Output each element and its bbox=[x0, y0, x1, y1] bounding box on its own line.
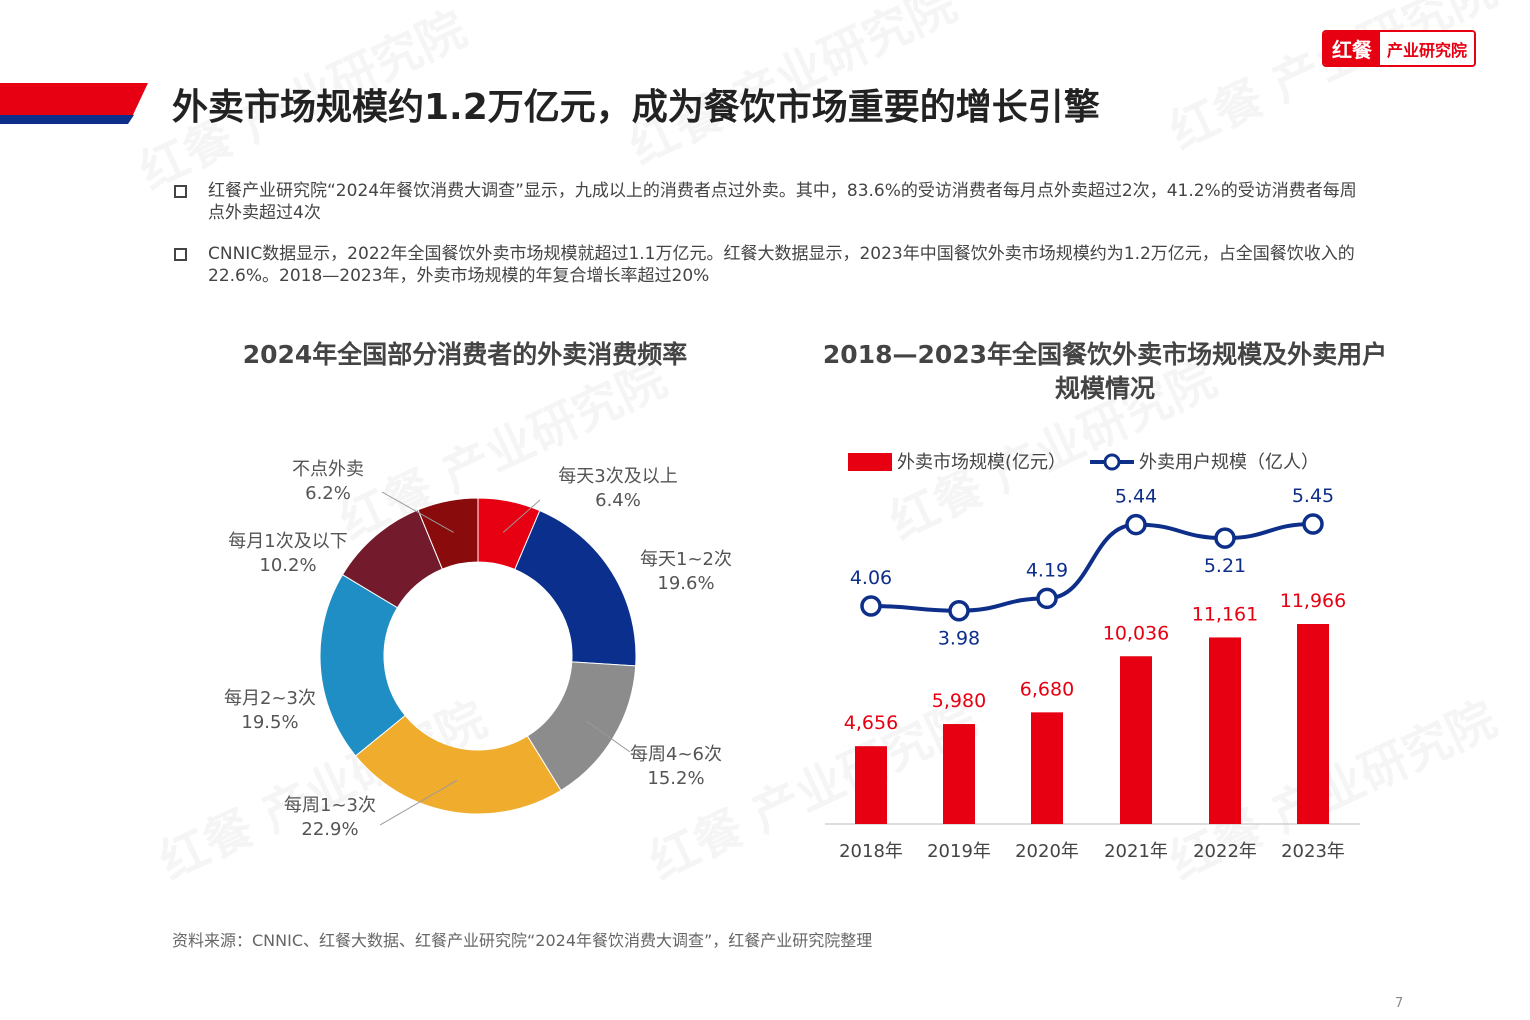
x-tick-label: 2022年 bbox=[1193, 841, 1257, 862]
line-point bbox=[860, 595, 882, 617]
slice-label: 每周4~6次 bbox=[630, 744, 722, 765]
slice-label: 每天1~2次 bbox=[640, 549, 732, 570]
bullet-text: CNNIC数据显示，2022年全国餐饮外卖市场规模就超过1.1万亿元。红餐大数据… bbox=[208, 244, 1355, 286]
line-value-label: 5.45 bbox=[1292, 485, 1334, 507]
user-scale-line bbox=[870, 521, 1314, 613]
donut-slice bbox=[514, 509, 637, 667]
legend-bar-label: 外卖市场规模(亿元） bbox=[897, 452, 1066, 473]
x-tick-label: 2020年 bbox=[1015, 841, 1079, 862]
line-point bbox=[1302, 513, 1324, 535]
line-value-label: 3.98 bbox=[938, 628, 980, 650]
leader-line bbox=[585, 720, 631, 753]
combo-chart-title: 2018—2023年全国餐饮外卖市场规模及外卖用户规模情况 bbox=[822, 340, 1388, 403]
x-tick-label: 2021年 bbox=[1104, 841, 1168, 862]
line-value-label: 4.19 bbox=[1026, 559, 1068, 581]
donut-chart: 每天3次及以上 6.4% 每天1~2次 19.6% 每周4~6次 15.2% 每周1~3次 2… bbox=[224, 459, 732, 840]
slice-value-label: 15.2% bbox=[647, 768, 704, 789]
chart-legend: 外卖市场规模(亿元） 外卖用户规模（亿人） bbox=[848, 452, 1319, 473]
legend-line-marker bbox=[1103, 453, 1121, 471]
bar-value-label: 11,966 bbox=[1280, 590, 1346, 612]
leader-line bbox=[379, 779, 458, 826]
slice-label: 每天3次及以上 bbox=[558, 466, 677, 487]
brand-logo-mark: 红餐 bbox=[1324, 32, 1380, 65]
leader-line bbox=[502, 499, 541, 533]
x-tick-label: 2019年 bbox=[927, 841, 991, 862]
bar bbox=[855, 746, 887, 824]
slice-value-label: 10.2% bbox=[259, 555, 316, 576]
line-value-label: 5.21 bbox=[1204, 555, 1246, 577]
donut-slice bbox=[417, 497, 479, 570]
slice-label: 每周1~3次 bbox=[284, 795, 376, 816]
bullet-text: 红餐产业研究院“2024年餐饮消费大调查”显示，九成以上的消费者点过外卖。其中，… bbox=[208, 181, 1357, 223]
line-value-label: 4.06 bbox=[850, 567, 892, 589]
slice-label: 每月2~3次 bbox=[224, 688, 316, 709]
bar-value-label: 6,680 bbox=[1020, 678, 1074, 700]
bar bbox=[1031, 712, 1063, 824]
line-point bbox=[1036, 587, 1058, 610]
legend-line-label: 外卖用户规模（亿人） bbox=[1139, 452, 1319, 473]
bar-value-label: 11,161 bbox=[1192, 603, 1258, 625]
line-point bbox=[1125, 513, 1147, 536]
page-number: 7 bbox=[1395, 996, 1404, 1011]
bar-value-label: 5,980 bbox=[932, 690, 986, 712]
bullet-item: 红餐产业研究院“2024年餐饮消费大调查”显示，九成以上的消费者点过外卖。其中，… bbox=[172, 180, 1372, 224]
slice-label: 每月1次及以下 bbox=[228, 531, 347, 552]
slice-label: 不点外卖 bbox=[292, 459, 364, 480]
slice-value-label: 6.4% bbox=[595, 490, 641, 511]
bar bbox=[1209, 637, 1241, 824]
x-tick-label: 2018年 bbox=[839, 841, 903, 862]
bullet-list: 红餐产业研究院“2024年餐饮消费大调查”显示，九成以上的消费者点过外卖。其中，… bbox=[172, 180, 1372, 306]
legend-bar-swatch bbox=[848, 453, 892, 471]
line-point bbox=[1214, 527, 1236, 549]
slice-value-label: 6.2% bbox=[305, 483, 351, 504]
bar bbox=[943, 724, 975, 824]
bar-value-label: 10,036 bbox=[1103, 622, 1169, 644]
bar bbox=[1120, 656, 1152, 824]
donut-slice bbox=[354, 714, 562, 815]
x-tick-label: 2023年 bbox=[1281, 841, 1345, 862]
page-title: 外卖市场规模约1.2万亿元，成为餐饮市场重要的增长引擎 bbox=[172, 87, 1100, 128]
watermark-text: 红餐 产业研究院 bbox=[1161, 0, 1504, 161]
slice-value-label: 22.9% bbox=[301, 819, 358, 840]
bar bbox=[1297, 624, 1329, 824]
brand-logo: 红餐 产业研究院 bbox=[1322, 30, 1476, 67]
line-value-label: 5.44 bbox=[1115, 486, 1157, 508]
bullet-item: CNNIC数据显示，2022年全国餐饮外卖市场规模就超过1.1万亿元。红餐大数据… bbox=[172, 243, 1372, 287]
square-bullet-icon bbox=[174, 185, 187, 198]
source-note: 资料来源：CNNIC、红餐大数据、红餐产业研究院“2024年餐饮消费大调查”，红… bbox=[172, 931, 873, 950]
brand-logo-text: 产业研究院 bbox=[1380, 32, 1474, 65]
slice-value-label: 19.5% bbox=[241, 712, 298, 733]
square-bullet-icon bbox=[174, 248, 187, 261]
slice-value-label: 19.6% bbox=[657, 573, 714, 594]
leader-line bbox=[381, 491, 454, 533]
bar-value-label: 4,656 bbox=[844, 712, 898, 734]
donut-chart-title: 2024年全国部分消费者的外卖消费频率 bbox=[242, 340, 688, 369]
line-point bbox=[948, 599, 970, 622]
combo-chart: 外卖市场规模(亿元） 外卖用户规模（亿人） 4,656 2018年 5,980 2019年… bbox=[825, 452, 1360, 862]
title-banner bbox=[0, 83, 148, 124]
